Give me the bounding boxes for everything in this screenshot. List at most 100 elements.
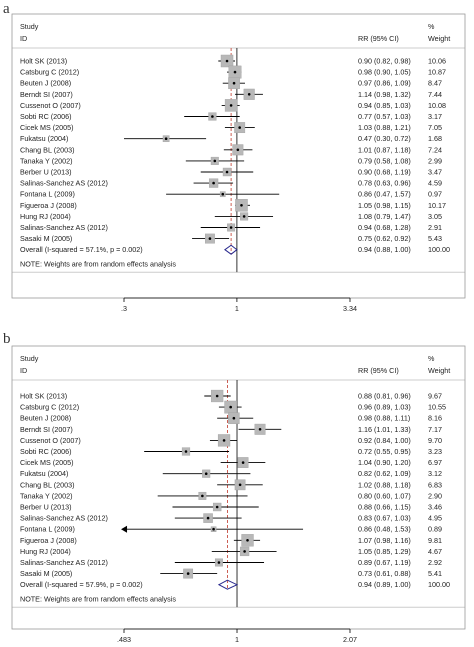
study-weight-label: 9.70	[428, 436, 442, 445]
study-label: Fukatsu (2004)	[20, 469, 68, 478]
study-label: Cicek MS (2005)	[20, 123, 74, 132]
overall-weight-label: 100.00	[428, 245, 450, 254]
study-label: Fukatsu (2004)	[20, 134, 68, 143]
study-point	[233, 70, 237, 74]
study-label: Fontana L (2009)	[20, 525, 75, 534]
study-weight-label: 7.24	[428, 145, 442, 154]
study-ci-label: 0.47 (0.30, 0.72)	[358, 134, 411, 143]
study-ci-label: 0.86 (0.47, 1.57)	[358, 190, 411, 199]
study-weight-label: 9.81	[428, 536, 442, 545]
study-weight-label: 10.17	[428, 201, 446, 210]
study-weight-label: 2.91	[428, 223, 442, 232]
study-weight-label: 0.89	[428, 525, 442, 534]
study-point	[242, 215, 246, 218]
study-ci-label: 1.01 (0.87, 1.18)	[358, 145, 411, 154]
study-label: Beuten J (2008)	[20, 79, 71, 88]
study-label: Sasaki M (2005)	[20, 569, 72, 578]
study-point	[241, 461, 245, 464]
study-weight-label: 5.41	[428, 569, 442, 578]
study-ci-label: 0.86 (0.48, 1.53)	[358, 525, 411, 534]
study-ci-label: 0.72 (0.55, 0.95)	[358, 447, 411, 456]
study-ci-label: 1.04 (0.90, 1.20)	[358, 458, 411, 467]
study-ci-label: 1.02 (0.88, 1.18)	[358, 480, 411, 489]
study-label: Fontana L (2009)	[20, 190, 75, 199]
study-weight-label: 3.46	[428, 503, 442, 512]
study-label: Figueroa J (2008)	[20, 536, 77, 545]
study-label: Tanaka Y (2002)	[20, 156, 72, 165]
study-ci-label: 0.90 (0.82, 0.98)	[358, 57, 411, 66]
study-point	[232, 416, 236, 420]
study-ci-label: 0.98 (0.88, 1.11)	[358, 414, 410, 423]
study-point	[243, 550, 246, 553]
x-tick-label: 2.07	[343, 635, 357, 644]
study-ci-label: 0.89 (0.67, 1.19)	[358, 558, 411, 567]
study-label: Cicek MS (2005)	[20, 458, 74, 467]
header-rr: RR (95% CI)	[358, 34, 399, 43]
panel-b-label: b	[3, 331, 11, 347]
study-label: Chang BL (2003)	[20, 480, 74, 489]
study-ci-label: 0.82 (0.62, 1.09)	[358, 469, 411, 478]
study-point	[217, 561, 221, 564]
study-point	[225, 170, 229, 174]
study-weight-label: 3.12	[428, 469, 442, 478]
study-label: Berber U (2013)	[20, 168, 72, 177]
x-tick-label: 1	[235, 635, 239, 644]
study-point	[215, 394, 219, 398]
study-point	[212, 527, 215, 531]
study-ci-arrow	[121, 525, 128, 533]
study-label: Salinas-Sanchez AS (2012)	[20, 179, 108, 188]
study-point	[208, 237, 212, 240]
header-study: Study	[20, 22, 39, 31]
study-point	[212, 181, 215, 185]
study-label: Sobti RC (2006)	[20, 447, 72, 456]
study-point	[229, 104, 233, 107]
study-label: Cussenot O (2007)	[20, 436, 81, 445]
study-weight-label: 1.68	[428, 134, 442, 143]
forest-plot-b: Study ID RR (95% CI)% Weight Holt SK (2013) 0…	[11, 345, 466, 644]
study-weight-label: 3.17	[428, 112, 442, 121]
study-weight-label: 2.92	[428, 558, 442, 567]
note-text: NOTE: Weights are from random effects an…	[20, 595, 176, 604]
study-ci-label: 0.78 (0.63, 0.96)	[358, 179, 411, 188]
study-point	[206, 516, 210, 520]
study-label: Beuten J (2008)	[20, 414, 71, 423]
study-label: Tanaka Y (2002)	[20, 491, 72, 500]
study-label: Holt SK (2013)	[20, 392, 67, 401]
study-ci-label: 0.94 (0.68, 1.28)	[358, 223, 411, 232]
study-ci-label: 1.03 (0.88, 1.21)	[358, 123, 411, 132]
overall-label: Overall (I-squared = 57.1%, p = 0.002)	[20, 245, 143, 254]
study-ci-label: 0.73 (0.61, 0.88)	[358, 569, 411, 578]
overall-diamond	[217, 579, 239, 590]
study-ci-label: 0.88 (0.66, 1.15)	[358, 503, 411, 512]
study-point	[258, 428, 262, 431]
study-label: Salinas-Sanchez AS (2012)	[20, 514, 108, 523]
study-point	[247, 93, 251, 96]
study-ci-label: 0.97 (0.86, 1.09)	[358, 79, 411, 88]
study-ci-label: 0.92 (0.84, 1.00)	[358, 436, 411, 445]
study-point	[204, 472, 208, 476]
study-point	[229, 405, 232, 409]
header-rr: RR (95% CI)	[358, 366, 399, 375]
x-tick-label: 1	[235, 304, 239, 313]
study-label: Salinas-Sanchez AS (2012)	[20, 558, 108, 567]
overall-label: Overall (I-squared = 57.9%, p = 0.002)	[20, 580, 143, 589]
study-point	[211, 115, 214, 118]
forest-plot-a: Study ID RR (95% CI)% Weight Holt SK (2013) 0…	[11, 13, 466, 313]
header-id: ID	[20, 366, 27, 375]
study-weight-label: 8.47	[428, 79, 442, 88]
header-study: Study	[20, 354, 39, 363]
study-weight-label: 3.47	[428, 168, 442, 177]
x-tick-label: .483	[117, 635, 131, 644]
header-weight: Weight	[428, 34, 450, 43]
study-weight-label: 10.55	[428, 403, 446, 412]
study-point	[201, 494, 204, 498]
study-point	[164, 137, 168, 140]
study-ci-label: 1.16 (1.01, 1.33)	[358, 425, 411, 434]
study-point	[236, 148, 240, 152]
study-point	[229, 226, 233, 229]
study-ci-label: 0.90 (0.68, 1.19)	[358, 168, 411, 177]
study-weight-label: 6.97	[428, 458, 442, 467]
study-label: Salinas-Sanchez AS (2012)	[20, 223, 108, 232]
study-label: Cussenot O (2007)	[20, 101, 81, 110]
